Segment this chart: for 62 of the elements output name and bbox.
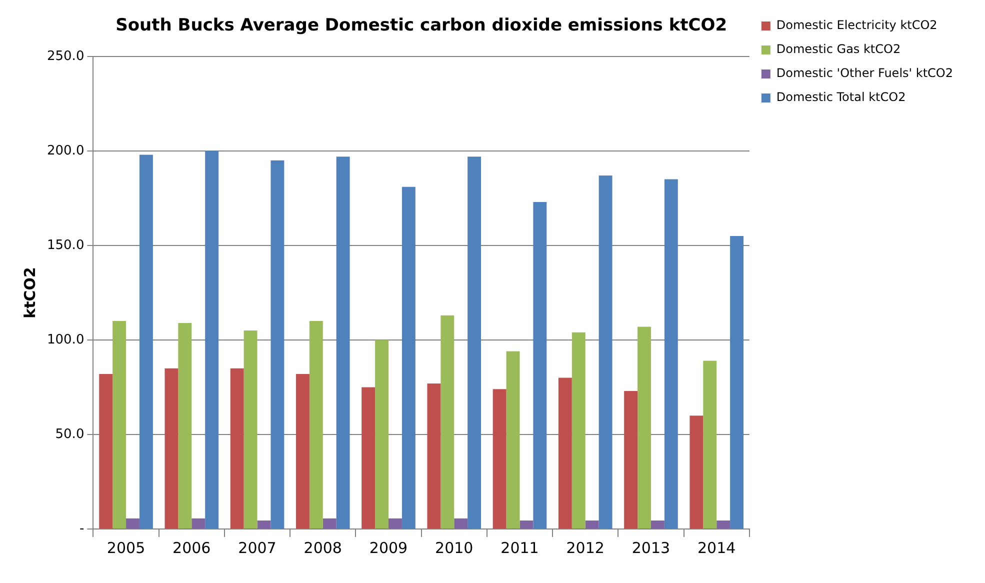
y-tick-label: 150.0 bbox=[47, 238, 84, 253]
bar bbox=[126, 518, 140, 528]
bar bbox=[558, 378, 572, 528]
y-axis-title: ktCO2 bbox=[20, 267, 39, 318]
x-tick-label: 2012 bbox=[566, 538, 604, 557]
bar bbox=[257, 520, 271, 528]
y-tick-label: - bbox=[80, 521, 85, 536]
x-tick-label: 2011 bbox=[500, 538, 539, 557]
legend-label: Domestic Total ktCO2 bbox=[776, 90, 906, 104]
bar bbox=[690, 416, 704, 528]
bar bbox=[520, 520, 534, 528]
legend-label: Domestic Electricity ktCO2 bbox=[776, 18, 938, 32]
bar bbox=[178, 322, 192, 528]
bar bbox=[650, 520, 664, 528]
bar bbox=[440, 315, 454, 528]
bar bbox=[375, 340, 389, 528]
bar bbox=[139, 154, 153, 528]
bar bbox=[388, 518, 402, 528]
x-tick-label: 2008 bbox=[304, 538, 342, 557]
bar bbox=[296, 374, 310, 528]
y-tick-label: 250.0 bbox=[47, 48, 84, 64]
bar bbox=[244, 330, 258, 528]
bar bbox=[638, 326, 651, 528]
bar bbox=[402, 186, 416, 528]
bar bbox=[192, 518, 206, 528]
bar bbox=[362, 387, 376, 528]
x-tick-label: 2010 bbox=[435, 538, 474, 557]
y-tick-label: 100.0 bbox=[47, 332, 84, 348]
bar bbox=[309, 321, 323, 528]
y-tick-label: 200.0 bbox=[47, 143, 84, 158]
bar bbox=[164, 368, 178, 528]
bar bbox=[716, 520, 730, 528]
y-tick-label: 50.0 bbox=[55, 426, 84, 442]
bar bbox=[205, 150, 219, 528]
bar bbox=[112, 321, 126, 528]
x-tick-label: 2007 bbox=[238, 538, 276, 557]
bar bbox=[99, 374, 113, 528]
x-tick-label: 2014 bbox=[698, 538, 736, 557]
bar bbox=[336, 156, 350, 528]
bar bbox=[270, 160, 284, 528]
bar bbox=[664, 179, 678, 528]
bar bbox=[585, 520, 599, 528]
bar bbox=[322, 518, 336, 528]
bar bbox=[468, 156, 482, 528]
chart-title: South Bucks Average Domestic carbon dioxide emissions ktCO2 bbox=[116, 16, 728, 36]
bar bbox=[624, 391, 638, 528]
legend-label: Domestic Gas ktCO2 bbox=[776, 42, 901, 56]
bar bbox=[533, 202, 547, 528]
x-tick-label: 2009 bbox=[369, 538, 408, 557]
bar bbox=[572, 332, 586, 528]
bar bbox=[598, 175, 612, 528]
bar bbox=[492, 389, 506, 528]
x-tick-label: 2006 bbox=[172, 538, 211, 557]
bar bbox=[427, 383, 441, 528]
x-tick-label: 2005 bbox=[106, 538, 146, 557]
x-tick-label: 2013 bbox=[632, 538, 670, 557]
bar bbox=[506, 351, 520, 528]
bar bbox=[703, 360, 717, 528]
bar bbox=[230, 368, 244, 528]
bar bbox=[730, 236, 744, 528]
bar bbox=[454, 518, 468, 528]
legend-label: Domestic 'Other Fuels' ktCO2 bbox=[776, 66, 954, 80]
